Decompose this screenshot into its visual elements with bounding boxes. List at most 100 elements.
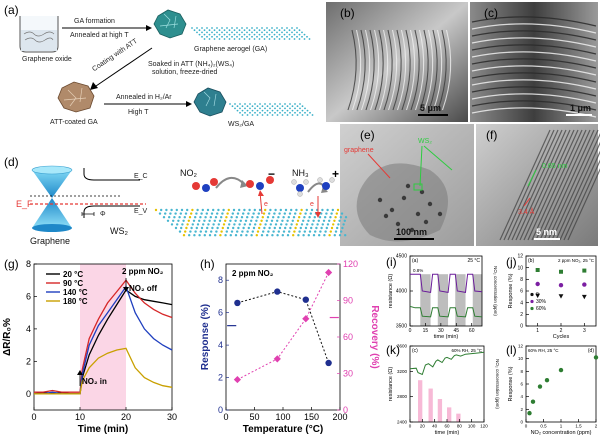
lattice-atom — [208, 33, 211, 36]
x-tick-label-l: 2 — [595, 424, 598, 429]
legend-label-g-1: 90 °C — [63, 279, 83, 288]
lattice-atom — [199, 230, 202, 233]
lattice-atom — [269, 208, 272, 212]
annotation-top-g: 2 ppm NO₂ — [122, 267, 164, 276]
sem-fiber — [347, 29, 357, 111]
lattice-atom — [200, 212, 203, 215]
lattice-atom — [274, 223, 278, 226]
ws2-label-e: WS₂ — [418, 138, 432, 145]
lattice-atom — [274, 107, 276, 110]
point-l-0 — [537, 384, 543, 389]
lattice-atom — [320, 226, 323, 230]
lattice-atom — [342, 223, 345, 226]
legend-label-g-3: 180 °C — [63, 297, 88, 306]
y-tick-label-j: 2 — [520, 312, 523, 318]
lattice-atom — [193, 29, 196, 32]
lattice-atom — [231, 35, 233, 38]
sem-layer — [471, 65, 597, 76]
lattice-atom — [295, 223, 298, 226]
graphene-label-e: graphene — [344, 147, 374, 154]
lattice-atom — [233, 29, 236, 32]
lattice-atom — [218, 219, 222, 222]
lattice-atom — [266, 105, 269, 108]
lattice-atom — [334, 216, 337, 219]
lattice-atom — [174, 226, 178, 230]
lattice-atom — [273, 33, 276, 36]
lattice-fringe — [511, 129, 563, 241]
panel-f: (f) 0.65 nm 3.4 Å 5 nm — [476, 124, 600, 246]
sem-layer — [471, 16, 597, 27]
scale-b-label: 5 μm — [420, 103, 441, 113]
lattice-atom — [344, 234, 347, 237]
lattice-atom — [288, 230, 291, 233]
lattice-atom — [237, 226, 240, 230]
lattice-atom — [296, 35, 298, 38]
y-axis-label-k: resistance (Ω) — [388, 367, 394, 402]
lattice-atom — [234, 107, 236, 110]
lattice-atom — [264, 208, 267, 212]
lattice-atom — [241, 105, 244, 108]
y-tick-label-j: 6 — [520, 289, 523, 295]
lattice-atom — [303, 33, 306, 36]
lattice-atom — [236, 230, 239, 233]
x-tick-label-k: 100 — [468, 424, 476, 429]
lattice-atom — [296, 31, 298, 34]
lattice-atom — [206, 27, 208, 29]
lattice-atom — [158, 212, 162, 215]
lattice-atom — [299, 111, 301, 114]
lattice-atom — [278, 212, 281, 215]
lattice-atom — [266, 114, 269, 116]
lattice-atom — [249, 111, 251, 114]
lattice-atom — [174, 212, 177, 215]
lattice-atom — [241, 27, 243, 29]
x-tick-label-k: 40 — [432, 424, 438, 429]
lattice-atom — [243, 223, 246, 226]
lattice-atom — [281, 105, 284, 108]
x-tick-label-j: 1 — [536, 328, 539, 334]
lattice-atom — [196, 27, 198, 29]
lattice-atom — [308, 38, 311, 40]
lattice-atom — [228, 38, 231, 40]
lattice-atom — [175, 208, 178, 212]
lattice-atom — [286, 105, 289, 108]
y-tick-label-h-right: 90 — [343, 296, 353, 306]
lattice-atom — [315, 226, 318, 230]
lattice-atom — [269, 223, 272, 226]
response-point — [325, 359, 332, 367]
panel-j-label: (j) — [506, 255, 517, 269]
y-tick-label-i: 3500 — [396, 324, 407, 330]
lattice-atom — [274, 208, 277, 212]
lattice-atom — [263, 29, 266, 32]
lattice-atom — [338, 234, 342, 237]
lattice-atom — [248, 208, 251, 212]
point-j-0 — [535, 293, 541, 299]
lattice-atom — [299, 103, 301, 105]
lattice-atom — [182, 219, 185, 222]
sem-fiber — [351, 29, 362, 111]
sem-fiber — [383, 29, 393, 111]
minus-sign: − — [268, 167, 275, 181]
plot-frame-h — [225, 263, 341, 411]
lattice-fringe — [567, 168, 600, 241]
sem-fiber — [419, 29, 429, 111]
series-line-i-0 — [410, 273, 483, 293]
lattice-atom — [181, 223, 184, 226]
lattice-atom — [183, 216, 186, 219]
lattice-atom — [222, 223, 226, 226]
electron-label-1: e — [264, 201, 268, 208]
lattice-atom — [250, 219, 253, 222]
lattice-atom — [268, 212, 271, 215]
lattice-atom — [211, 35, 213, 38]
lattice-fringe — [551, 132, 600, 241]
tem-particle — [401, 195, 407, 201]
inset-label-i: 0.8% — [413, 268, 423, 273]
lattice-atom — [180, 226, 183, 230]
lattice-atom — [184, 212, 188, 215]
lattice-atom — [284, 107, 286, 110]
lattice-atom — [269, 111, 271, 114]
lattice-atom — [296, 114, 299, 116]
lattice-atom — [188, 216, 192, 219]
y-axis-label-k-right: NO₂ concentration (ppm) — [495, 359, 500, 409]
